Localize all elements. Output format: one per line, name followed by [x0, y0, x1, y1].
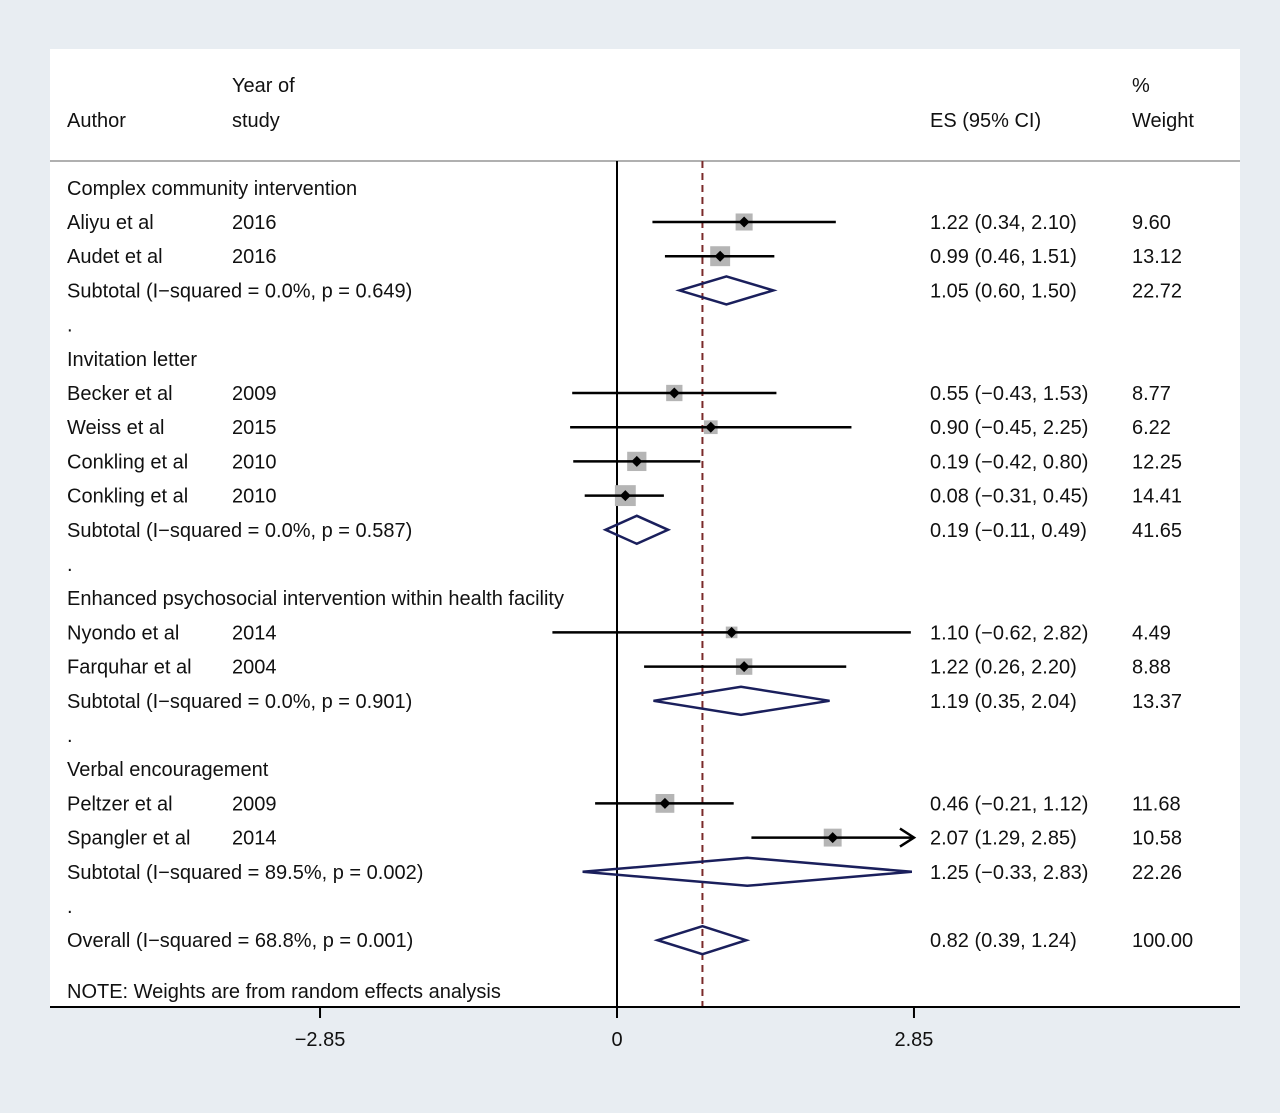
point-estimate	[714, 250, 726, 262]
overall-diamond	[653, 924, 751, 956]
study-year: 2009	[232, 383, 277, 405]
study-year: 2004	[232, 657, 277, 679]
year-header-line1: Year of	[232, 75, 295, 97]
x-tick-label: −2.85	[295, 1029, 346, 1051]
study-author: Nyondo et al	[67, 622, 179, 644]
study-author: Audet et al	[67, 246, 163, 268]
x-tick-label: 0	[611, 1029, 622, 1051]
overall-weight: 100.00	[1132, 930, 1193, 952]
subtotal-diamond	[653, 685, 830, 717]
subtotal-weight: 22.26	[1132, 862, 1182, 884]
subtotal-weight: 13.37	[1132, 691, 1182, 713]
subtotal-diamond	[602, 514, 672, 546]
study-author: Spangler et al	[67, 828, 190, 850]
study-weight: 14.41	[1132, 486, 1182, 508]
group-label: Verbal encouragement	[67, 759, 269, 781]
study-weight: 8.88	[1132, 657, 1171, 679]
study-weight: 10.58	[1132, 828, 1182, 850]
subtotal-weight: 22.72	[1132, 280, 1182, 302]
forest-marks	[552, 161, 917, 1007]
study-author: Conkling et al	[67, 451, 188, 473]
study-weight: 9.60	[1132, 212, 1171, 234]
group-label: Complex community intervention	[67, 178, 357, 200]
x-axis-ticks: −2.85 0 2.85	[295, 1007, 934, 1051]
subtotal-label: Subtotal (I−squared = 89.5%, p = 0.002)	[67, 862, 423, 884]
study-year: 2010	[232, 486, 277, 508]
study-es-ci: 0.99 (0.46, 1.51)	[930, 246, 1077, 268]
study-weight: 6.22	[1132, 417, 1171, 439]
study-year: 2009	[232, 793, 277, 815]
weight-header-line2: Weight	[1132, 110, 1194, 132]
study-weight: 13.12	[1132, 246, 1182, 268]
es-header: ES (95% CI)	[930, 110, 1041, 132]
study-weight: 12.25	[1132, 451, 1182, 473]
group-separator: .	[67, 896, 73, 918]
study-year: 2010	[232, 451, 277, 473]
study-es-ci: 0.90 (−0.45, 2.25)	[930, 417, 1088, 439]
subtotal-weight: 41.65	[1132, 520, 1182, 542]
study-author: Farquhar et al	[67, 657, 192, 679]
overall-es-ci: 0.82 (0.39, 1.24)	[930, 930, 1077, 952]
point-estimate	[705, 421, 717, 433]
subtotal-es-ci: 1.05 (0.60, 1.50)	[930, 280, 1077, 302]
subtotal-es-ci: 1.19 (0.35, 2.04)	[930, 691, 1077, 713]
point-estimate	[827, 832, 839, 844]
study-weight: 8.77	[1132, 383, 1171, 405]
x-tick-label: 2.85	[895, 1029, 934, 1051]
subtotal-label: Subtotal (I−squared = 0.0%, p = 0.587)	[67, 520, 412, 542]
group-separator: .	[67, 554, 73, 576]
study-es-ci: 1.22 (0.26, 2.20)	[930, 657, 1077, 679]
study-es-ci: 0.08 (−0.31, 0.45)	[930, 486, 1088, 508]
group-label: Invitation letter	[67, 349, 197, 371]
study-weight: 11.68	[1132, 793, 1181, 815]
year-header-line2: study	[232, 110, 280, 132]
weight-header-line1: %	[1132, 75, 1150, 97]
point-estimate	[738, 216, 750, 228]
subtotal-diamond	[582, 856, 912, 888]
point-estimate	[619, 490, 631, 502]
subtotal-label: Subtotal (I−squared = 0.0%, p = 0.901)	[67, 691, 412, 713]
plot-panel	[50, 49, 1240, 1007]
study-es-ci: 0.46 (−0.21, 1.12)	[930, 793, 1088, 815]
study-weight: 4.49	[1132, 622, 1171, 644]
study-year: 2016	[232, 212, 277, 234]
study-es-ci: 0.19 (−0.42, 0.80)	[930, 451, 1088, 473]
study-author: Weiss et al	[67, 417, 164, 439]
study-year: 2014	[232, 622, 277, 644]
point-estimate	[738, 661, 750, 673]
subtotal-es-ci: 0.19 (−0.11, 0.49)	[930, 520, 1087, 542]
row-texts: Complex community intervention Aliyu et a…	[67, 178, 1193, 952]
study-es-ci: 1.22 (0.34, 2.10)	[930, 212, 1077, 234]
study-author: Aliyu et al	[67, 212, 154, 234]
point-estimate	[659, 797, 671, 809]
study-year: 2016	[232, 246, 277, 268]
subtotal-label: Subtotal (I−squared = 0.0%, p = 0.649)	[67, 280, 412, 302]
study-author: Conkling et al	[67, 486, 188, 508]
group-separator: .	[67, 725, 73, 747]
study-author: Peltzer et al	[67, 793, 173, 815]
point-estimate	[631, 455, 643, 467]
subtotal-diamond	[675, 275, 778, 306]
subtotal-es-ci: 1.25 (−0.33, 2.83)	[930, 862, 1088, 884]
study-es-ci: 1.10 (−0.62, 2.82)	[930, 622, 1088, 644]
study-es-ci: 2.07 (1.29, 2.85)	[930, 828, 1077, 850]
group-separator: .	[67, 315, 73, 337]
ci-arrow	[899, 827, 917, 848]
overall-label: Overall (I−squared = 68.8%, p = 0.001)	[67, 930, 413, 952]
author-header: Author	[67, 110, 126, 132]
point-estimate	[726, 626, 738, 638]
weights-note: NOTE: Weights are from random effects an…	[67, 981, 501, 1003]
group-label: Enhanced psychosocial intervention withi…	[67, 588, 564, 610]
study-year: 2015	[232, 417, 277, 439]
study-year: 2014	[232, 828, 277, 850]
study-es-ci: 0.55 (−0.43, 1.53)	[930, 383, 1088, 405]
study-author: Becker et al	[67, 383, 173, 405]
point-estimate	[668, 387, 680, 399]
